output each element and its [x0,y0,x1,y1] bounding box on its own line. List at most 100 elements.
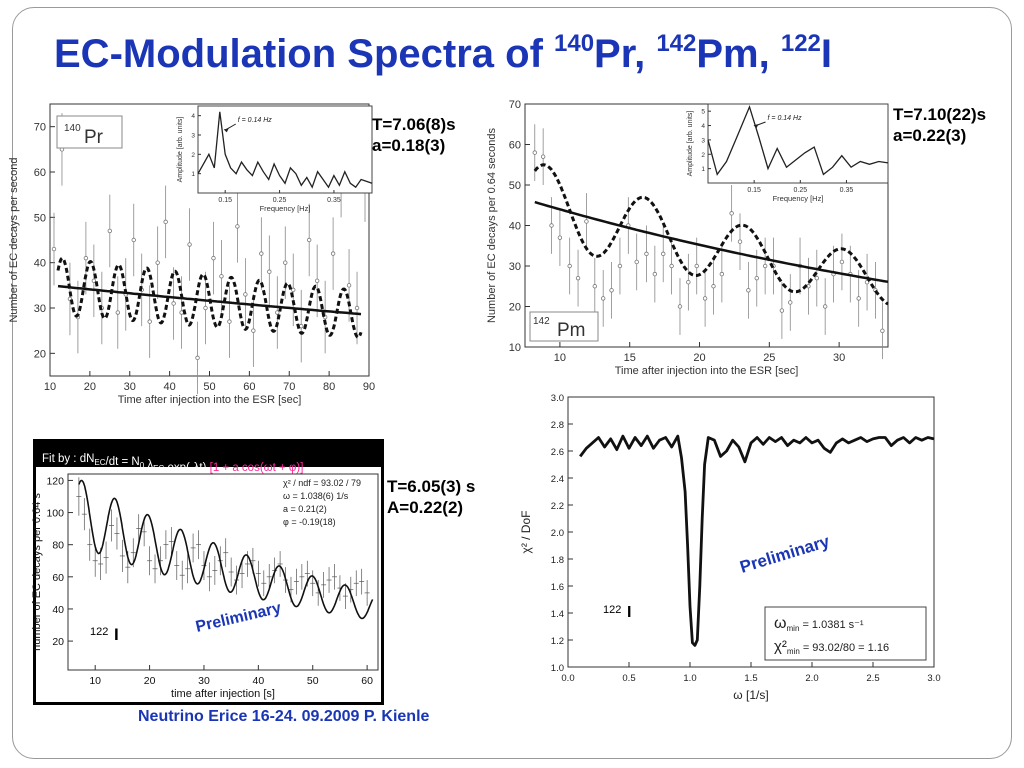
y-tick-label: 120 [46,475,64,487]
x-tick-label: 1.5 [744,673,757,684]
y-tick-label: 40 [509,221,521,233]
root-canvas: Fit by : dNEC/dt = N0 λEC exp(-λt) [1 + … [33,439,384,705]
inset-x-tick-label: 0.35 [327,197,341,204]
x-tick-label: 80 [323,381,335,393]
data-point [856,296,861,301]
isotope-label-mass: 122 [90,626,108,638]
data-point [195,355,200,361]
fit-stat-line: χ² / ndf = 93.02 / 79 [283,478,361,488]
inset-annotation: f = 0.14 Hz [238,117,273,124]
exp-fit-line [534,200,889,284]
data-point [644,251,649,257]
x-tick-label: 20 [693,352,705,364]
inset-x-axis-label: Frequency [Hz] [773,194,824,203]
data-point [314,278,320,283]
pr-amplitude: a=0.18(3) [372,136,446,155]
isotope-label-mass: 122 [603,604,621,616]
x-tick-label: 40 [253,675,265,687]
legend-text: ω [774,615,787,632]
x-tick-label: 2.5 [866,673,879,684]
x-tick-label: 40 [164,381,176,393]
data-point [540,154,546,159]
data-point [779,308,785,313]
data-point [283,260,288,265]
data-point [330,251,336,256]
y-tick-label: 2.0 [551,528,564,539]
inset-x-axis-label: Frequency [Hz] [260,204,311,213]
preliminary-stamp: Preliminary [738,531,833,576]
legend-omega-min: ωmin = 1.0381 s⁻¹ [774,615,864,633]
y-tick-label: 1.0 [551,663,564,674]
pr-period: T=7.06(8)s [372,115,456,134]
x-tick-label: 15 [624,352,636,364]
data-point [669,263,674,269]
x-tick-label: 50 [203,381,215,393]
header-text: exp(-λt) [164,462,209,474]
y-tick-label: 40 [34,258,46,270]
y-tick-label: 3.0 [551,393,564,404]
y-tick-label: 30 [34,303,46,315]
x-axis-label: Time after injection into the ESR [sec] [615,365,799,377]
header-subscript: EC [94,458,105,467]
data-point [661,251,666,257]
inset-x-tick-label: 0.35 [840,187,854,194]
x-tick-label: 3.0 [927,673,940,684]
legend-text: min [787,647,800,656]
x-tick-label: 20 [144,675,156,687]
isotope-label-mass: 140 [64,123,81,134]
isotope-label-element: Pr [84,127,104,148]
data-point [171,301,176,306]
data-point [243,292,248,297]
data-point [163,219,168,225]
legend-text: = 1.0381 s⁻¹ [799,619,864,631]
modulated-fit-line [56,256,363,339]
y-tick-label: 2.2 [551,501,564,512]
inset-annotation: f = 0.14 Hz [768,115,803,122]
y-tick-label: 20 [34,348,46,360]
data-point [762,263,768,269]
data-point [219,274,224,279]
data-point [155,260,160,265]
modulated-fit-line [533,163,889,306]
data-point [291,287,296,293]
inset-y-tick-label: 2 [191,152,195,159]
data-point [737,239,743,244]
data-point [864,280,870,285]
y-tick-label: 60 [34,167,46,179]
x-axis-label: ω [1/s] [733,688,768,702]
data-point [719,271,725,277]
x-tick-label: 0.0 [561,673,574,684]
pm-period: T=7.10(22)s [893,105,987,124]
legend-text: = 93.02/80 = 1.16 [800,642,889,654]
isotope-label-box [56,115,123,149]
legend-text: min [787,624,800,633]
x-tick-label: 10 [554,352,566,364]
data-point [549,223,554,228]
data-point [251,328,256,333]
data-point [567,263,572,269]
inset-x-tick-label: 0.15 [218,197,232,204]
header-text: λ [144,459,153,471]
data-point [822,304,828,309]
header-subscript: 0 [140,461,145,470]
header-formula-modulation: [1 + a cos(ωt + φ)] [210,462,304,474]
data-point [306,237,312,243]
data-point [131,237,136,243]
inset-x-tick-label: 0.25 [793,187,807,194]
y-tick-label: 60 [52,572,64,584]
data-point [754,275,759,281]
data-point [839,259,845,265]
y-axis-label: Number of EC decays per 0.64 seconds [486,127,498,323]
x-axis-label: Time after injection into the ESR [sec] [118,394,302,406]
isotope-label-element: Pm [557,320,586,341]
y-tick-label: 40 [52,604,64,616]
data-point [600,296,606,301]
inset-y-axis-label: Amplitude [arb. units] [687,111,694,177]
y-tick-label: 50 [34,212,46,224]
x-tick-label: 1.0 [683,673,696,684]
data-point [686,280,691,285]
inset-y-tick-label: 3 [701,137,705,144]
data-point [107,228,113,234]
